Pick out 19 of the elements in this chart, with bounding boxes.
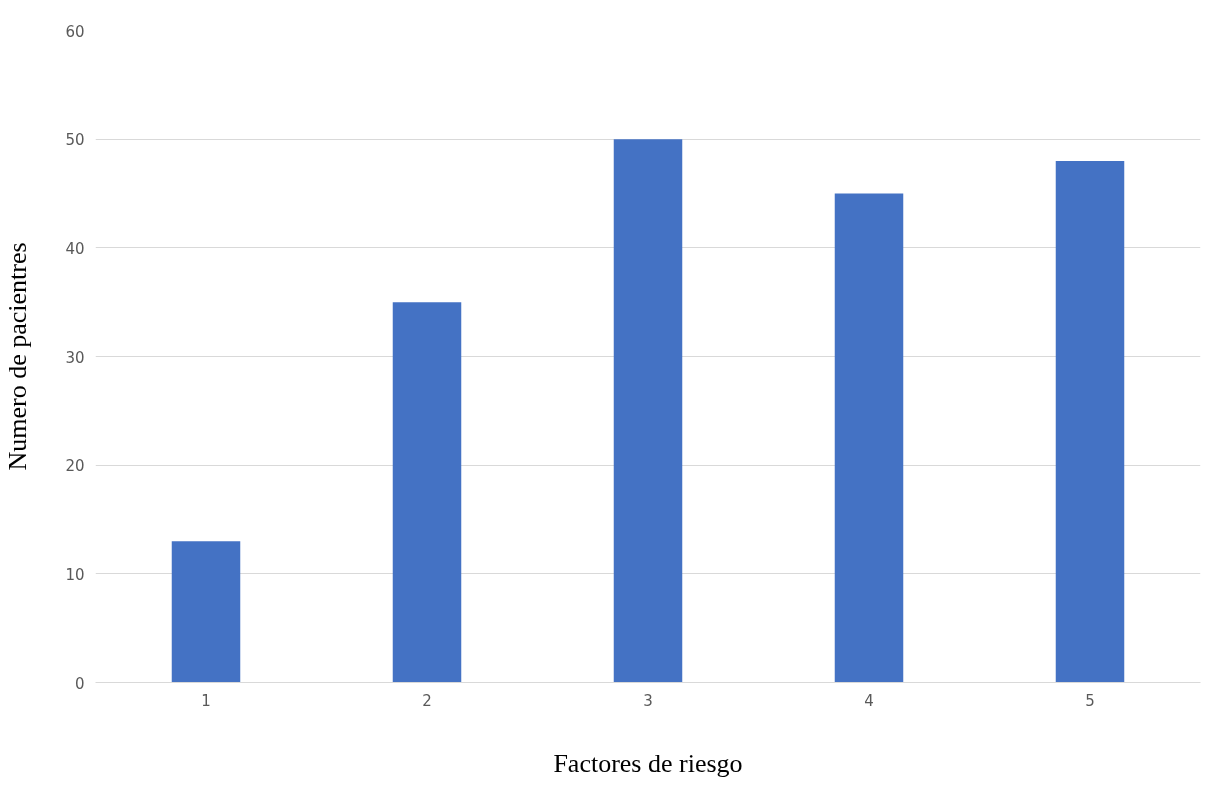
y-tick-label: 20 bbox=[65, 457, 85, 476]
bar bbox=[392, 302, 462, 683]
bar bbox=[171, 541, 241, 683]
y-tick-label: 40 bbox=[65, 239, 85, 258]
y-tick-label: 50 bbox=[65, 131, 85, 150]
x-tick-label: 1 bbox=[201, 691, 211, 710]
bar bbox=[834, 193, 904, 683]
x-tick-label: 4 bbox=[864, 691, 874, 710]
x-axis-title: Factores de riesgo bbox=[553, 748, 743, 778]
y-tick-label: 30 bbox=[65, 348, 85, 367]
bar bbox=[1055, 160, 1125, 683]
bar bbox=[613, 139, 683, 683]
x-tick-label: 3 bbox=[643, 691, 653, 710]
x-tick-label: 5 bbox=[1085, 691, 1095, 710]
y-tick-label: 60 bbox=[65, 22, 85, 41]
y-axis-title: Numero de pacientres bbox=[3, 242, 33, 471]
y-tick-label: 0 bbox=[74, 674, 85, 693]
x-tick-label: 2 bbox=[422, 691, 432, 710]
y-tick-label: 10 bbox=[65, 565, 85, 584]
